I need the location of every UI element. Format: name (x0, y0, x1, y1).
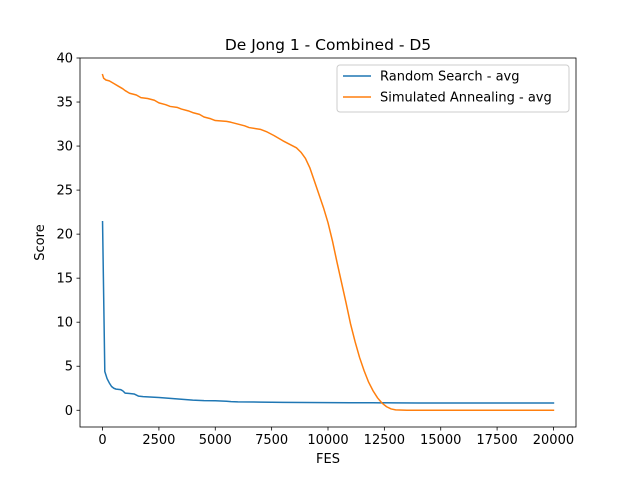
plot-area (80, 58, 576, 427)
y-tick-label: 0 (65, 404, 73, 419)
x-tick-label: 15000 (420, 433, 461, 448)
y-axis-label: Score (33, 224, 48, 260)
legend-label-2: Simulated Annealing - avg (380, 91, 552, 106)
x-tick-label: 20000 (533, 433, 574, 448)
x-tick-label: 0 (98, 433, 106, 448)
legend-label-1: Random Search - avg (380, 70, 519, 85)
series-line-2 (101, 73, 555, 412)
y-tick-label: 30 (56, 140, 73, 155)
y-tick-label: 15 (56, 272, 73, 287)
legend: Random Search - avg Simulated Annealing -… (336, 64, 570, 113)
chart-title: De Jong 1 - Combined - D5 (225, 36, 431, 54)
series-lines (101, 73, 555, 412)
y-tick-label: 10 (56, 316, 73, 331)
y-tick-label: 25 (56, 184, 73, 199)
y-axis: 0 5 10 15 20 25 30 35 40 (56, 52, 80, 419)
x-tick-label: 17500 (476, 433, 517, 448)
x-tick-label: 7500 (255, 433, 288, 448)
x-tick-label: 2500 (142, 433, 175, 448)
x-tick-label: 12500 (364, 433, 405, 448)
x-tick-label: 10000 (307, 433, 348, 448)
x-axis-label: FES (316, 452, 340, 467)
legend-box (336, 64, 570, 113)
y-tick-label: 40 (56, 52, 73, 67)
x-tick-label: 5000 (199, 433, 232, 448)
y-tick-label: 5 (65, 360, 73, 375)
y-tick-label: 35 (56, 96, 73, 111)
y-tick-label: 20 (56, 228, 73, 243)
x-axis: 0 2500 5000 7500 10000 12500 15000 17500 20000 (98, 427, 574, 448)
series-line-1 (101, 221, 555, 404)
